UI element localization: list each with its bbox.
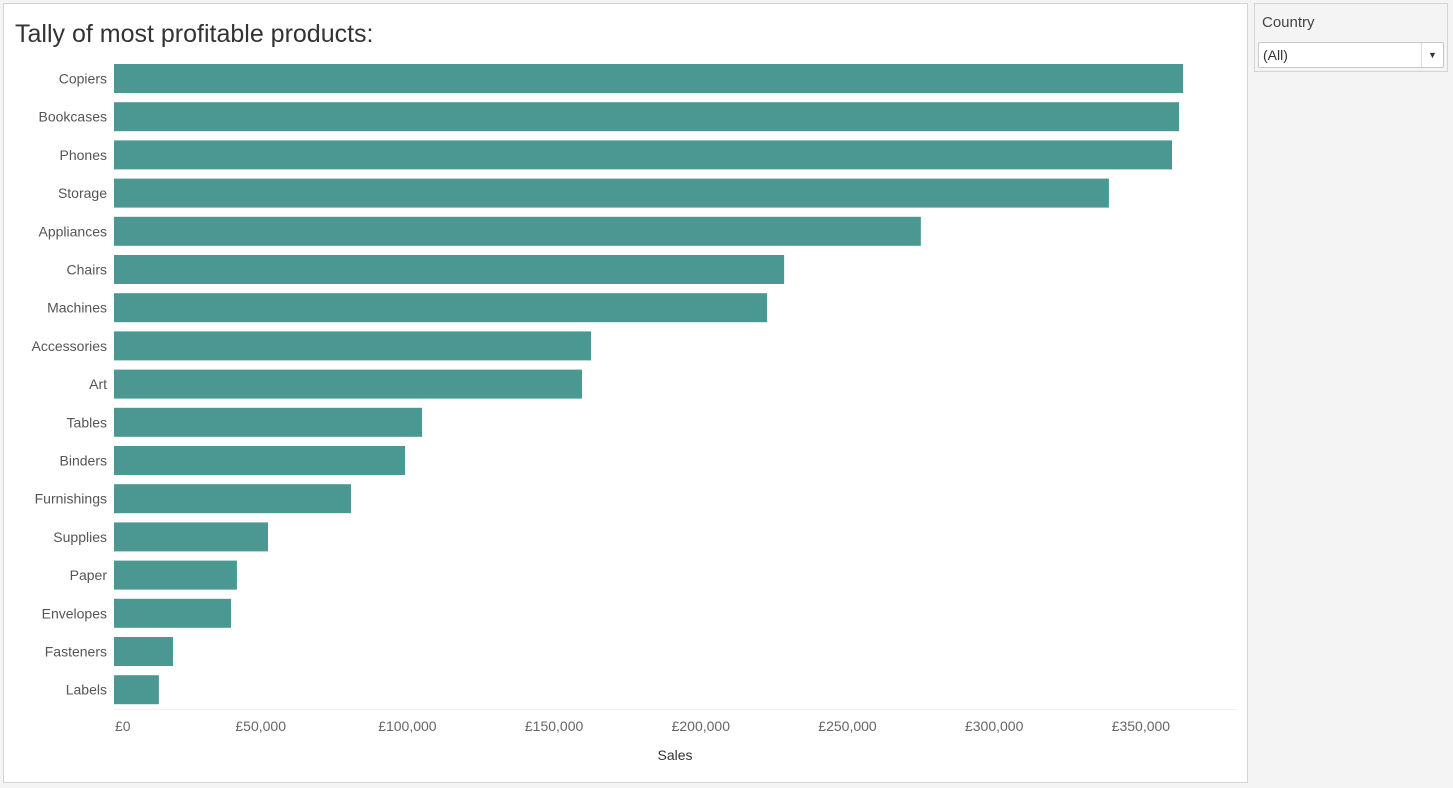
- bar-accessories[interactable]: [114, 331, 592, 361]
- country-dropdown[interactable]: (All) ▼: [1258, 42, 1444, 68]
- x-tick-label: £100,000: [378, 718, 437, 734]
- category-label: Supplies: [53, 529, 107, 545]
- bar-chairs[interactable]: [114, 255, 785, 284]
- category-label: Copiers: [59, 71, 107, 87]
- bar-appliances[interactable]: [114, 216, 921, 246]
- category-label: Appliances: [39, 223, 108, 239]
- bar-chart: Copiers Bookcases Phones Storage Appliances C…: [32, 64, 1237, 763]
- x-tick-label: £150,000: [525, 718, 584, 734]
- filter-label: Country: [1262, 14, 1315, 31]
- x-tick-label: £300,000: [965, 718, 1024, 734]
- dropdown-value: (All): [1263, 47, 1288, 63]
- bar-paper[interactable]: [114, 560, 237, 590]
- x-axis-title: Sales: [657, 747, 692, 763]
- x-tick-label: £250,000: [818, 718, 877, 734]
- category-label: Paper: [70, 567, 108, 583]
- category-label: Phones: [60, 147, 107, 163]
- bar-labels[interactable]: [114, 675, 159, 705]
- category-label: Accessories: [32, 338, 107, 354]
- bar-supplies[interactable]: [114, 522, 269, 552]
- bar-binders[interactable]: [114, 446, 406, 475]
- category-label: Bookcases: [39, 109, 107, 125]
- chart-title: Tally of most profitable products:: [15, 20, 374, 48]
- caret-down-icon[interactable]: ▼: [1421, 43, 1443, 67]
- bar-tables[interactable]: [114, 407, 423, 437]
- category-label: Machines: [47, 300, 107, 316]
- category-label: Labels: [66, 682, 107, 698]
- bar-bookcases[interactable]: [114, 102, 1180, 132]
- x-tick-label: £50,000: [235, 718, 286, 734]
- category-label: Tables: [67, 414, 107, 430]
- bar-art[interactable]: [114, 369, 582, 399]
- bar-phones[interactable]: [114, 140, 1173, 170]
- category-label: Envelopes: [42, 605, 107, 621]
- category-label: Binders: [60, 453, 107, 469]
- bar-storage[interactable]: [114, 178, 1109, 208]
- bar-envelopes[interactable]: [114, 598, 232, 628]
- category-label: Art: [89, 376, 107, 392]
- x-tick-label: £350,000: [1112, 718, 1171, 734]
- category-label: Chairs: [67, 262, 107, 278]
- x-tick-label: £0: [115, 718, 131, 734]
- bar-machines[interactable]: [114, 293, 768, 323]
- category-label: Storage: [58, 185, 107, 201]
- bar-copiers[interactable]: [114, 64, 1184, 93]
- bar-furnishings[interactable]: [114, 484, 352, 514]
- x-tick-label: £200,000: [672, 718, 731, 734]
- category-label: Furnishings: [35, 491, 107, 507]
- country-filter: Country (All) ▼: [1254, 3, 1448, 72]
- bar-fasteners[interactable]: [114, 637, 173, 666]
- category-label: Fasteners: [45, 644, 107, 660]
